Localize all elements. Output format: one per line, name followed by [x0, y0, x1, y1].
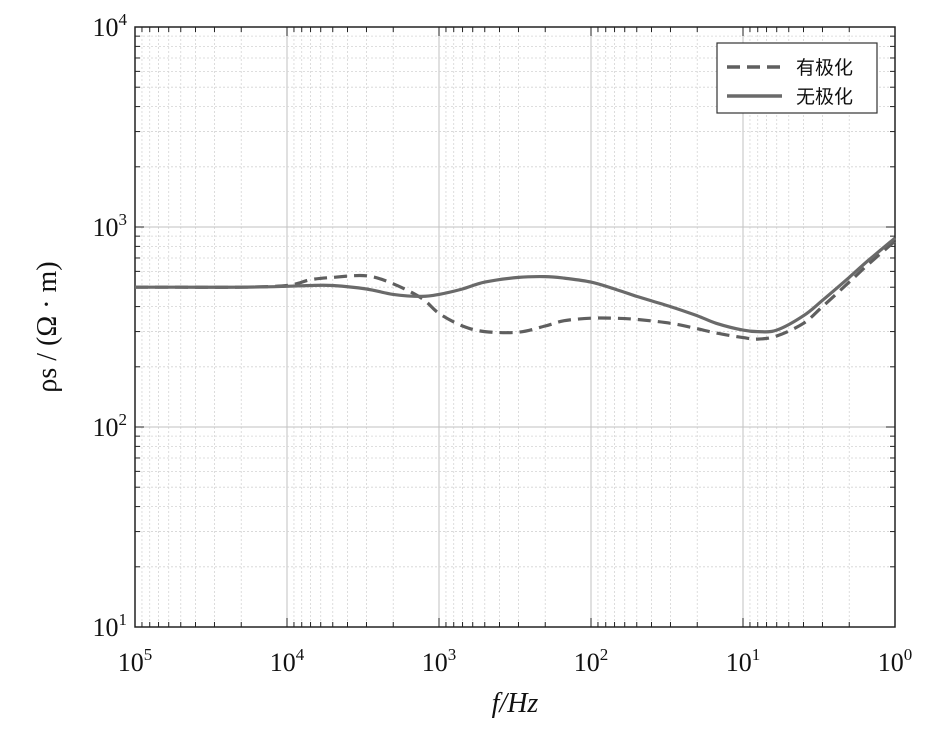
y-tick-label: 104 [93, 10, 128, 42]
x-tick-label: 102 [574, 645, 609, 677]
series-line-polarized [135, 239, 897, 341]
y-tick-label: 102 [93, 410, 128, 442]
x-tick-labels: 105 104 103 102 101 100 [118, 645, 913, 677]
plot-area-frame [134, 26, 896, 628]
y-tick-labels: 101 102 103 104 [93, 10, 128, 642]
y-tick-label: 103 [93, 210, 128, 242]
x-tick-label: 100 [878, 645, 913, 677]
y-axis-title: ρs / (Ω · m) [32, 261, 63, 392]
x-tick-label: 105 [118, 645, 153, 677]
legend-box [716, 42, 878, 114]
x-tick-label: 104 [270, 645, 305, 677]
legend: 有极化 无极化 [716, 42, 878, 114]
y-tick-label: 101 [93, 610, 128, 642]
x-tick-label: 101 [726, 645, 761, 677]
series-group [135, 236, 897, 341]
series-line-unpolarized [135, 236, 897, 334]
grid [135, 27, 896, 628]
x-tick-label: 103 [422, 645, 457, 677]
legend-label-polarized: 有极化 [796, 57, 853, 79]
tick-marks [135, 27, 896, 628]
legend-label-unpolarized: 无极化 [796, 86, 853, 108]
x-axis-title: f/Hz [492, 688, 539, 719]
